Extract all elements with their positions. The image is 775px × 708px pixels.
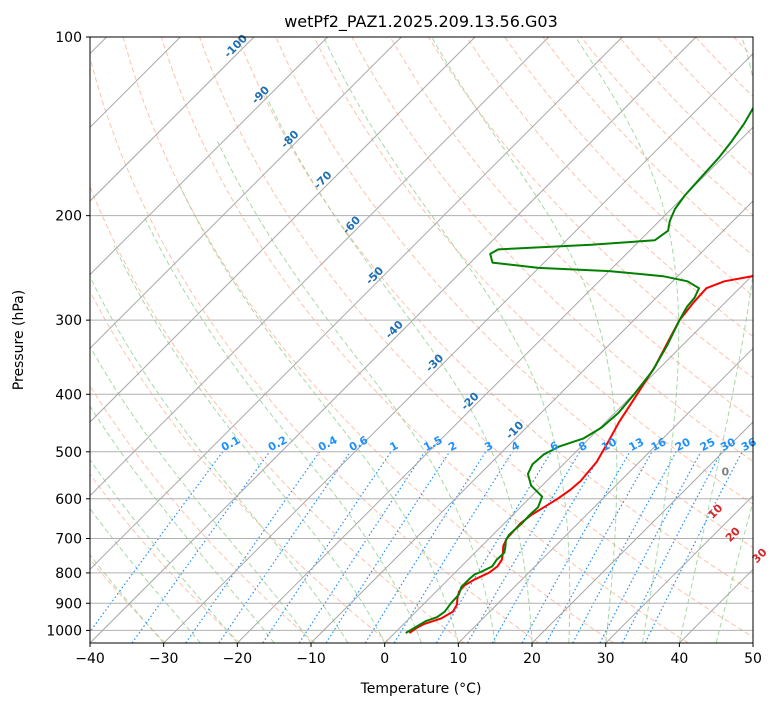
mixing-ratio-line bbox=[644, 451, 743, 643]
x-tick-label: 30 bbox=[597, 651, 615, 667]
x-tick-label: 10 bbox=[449, 651, 467, 667]
dry-adiabat bbox=[275, 37, 753, 549]
isotherm bbox=[531, 421, 753, 643]
dry-adiabat bbox=[160, 37, 689, 643]
mixing-ratio-line bbox=[131, 451, 271, 643]
x-tick-label: −20 bbox=[223, 651, 253, 667]
moist-adiabat bbox=[678, 37, 753, 643]
y-tick-label: 1000 bbox=[46, 623, 82, 639]
isotherm bbox=[90, 37, 623, 571]
y-tick-label: 600 bbox=[55, 492, 82, 508]
y-tick-label: 400 bbox=[55, 387, 82, 403]
chart-title: wetPf2_PAZ1.2025.209.13.56.G03 bbox=[284, 12, 558, 32]
x-tick-label: −30 bbox=[149, 651, 179, 667]
isotherm bbox=[458, 347, 753, 643]
moist-adiabat bbox=[575, 37, 680, 643]
mixing-ratio-line bbox=[298, 451, 426, 643]
isotherm bbox=[90, 37, 550, 497]
plot-area bbox=[90, 37, 753, 643]
isotherm bbox=[90, 37, 697, 643]
dry-adiabat bbox=[90, 384, 316, 643]
mixing-ratio-line bbox=[218, 451, 351, 643]
mixing-ratio-label: 20 bbox=[673, 435, 693, 454]
sounding-profiles bbox=[405, 106, 753, 634]
isotherm bbox=[90, 37, 328, 276]
mixing-ratio-line bbox=[325, 451, 451, 643]
x-tick-label: −40 bbox=[75, 651, 105, 667]
dry-adiabat bbox=[90, 558, 166, 643]
moist-adiabat bbox=[90, 275, 349, 643]
moist-adiabat bbox=[177, 180, 459, 643]
mixing-ratio-line bbox=[262, 451, 392, 643]
mixing-ratio-line bbox=[599, 451, 702, 643]
dewpoint-profile bbox=[405, 106, 753, 634]
mixing-ratio-label: 25 bbox=[698, 435, 718, 454]
y-tick-label: 900 bbox=[55, 596, 82, 612]
mixing-ratio-line bbox=[185, 451, 321, 643]
moist-adiabat-label: 40 bbox=[773, 577, 775, 597]
mixing-ratio-line bbox=[90, 451, 224, 633]
x-axis-title: Temperature (°C) bbox=[360, 681, 482, 697]
mixing-ratio-label: 10 bbox=[599, 435, 619, 454]
moist-adiabat bbox=[265, 94, 533, 643]
mixing-ratio-line bbox=[364, 451, 487, 643]
moist-adiabats bbox=[90, 37, 753, 643]
mixing-ratio-label: 30 bbox=[718, 435, 738, 454]
y-tick-label: 100 bbox=[55, 30, 82, 46]
y-tick-label: 500 bbox=[55, 445, 82, 461]
moist-adiabat bbox=[143, 215, 422, 643]
plot-frame bbox=[89, 36, 754, 644]
dry-adiabat bbox=[122, 37, 614, 643]
isotherm bbox=[384, 273, 753, 643]
mixing-ratio-line bbox=[545, 451, 653, 643]
x-tick-label: 20 bbox=[523, 651, 541, 667]
mixing-ratio-label: 36 bbox=[739, 435, 759, 454]
dry-adiabat bbox=[351, 37, 753, 463]
mixing-ratio-lines bbox=[90, 451, 743, 643]
moist-adiabat bbox=[323, 37, 571, 643]
moist-adiabat bbox=[113, 245, 386, 643]
moist-adiabat bbox=[90, 405, 275, 643]
isotherm bbox=[605, 494, 753, 643]
dry-adiabat bbox=[90, 55, 540, 643]
pressure-gridlines bbox=[90, 37, 753, 631]
dry-adiabats bbox=[90, 37, 753, 643]
mixing-ratio-line bbox=[521, 451, 631, 643]
dry-adiabat bbox=[90, 290, 390, 643]
y-axis-ticks: 100 200 300 400 500 600 700 800 900 1000 bbox=[46, 30, 90, 639]
dry-adiabat-label: 0 bbox=[722, 466, 730, 479]
mixing-ratio-label: 16 bbox=[649, 435, 669, 454]
isotherm bbox=[310, 200, 753, 643]
x-tick-label: −10 bbox=[296, 651, 326, 667]
moist-adiabat bbox=[431, 37, 618, 643]
y-axis-title: Pressure (hPa) bbox=[11, 290, 27, 390]
x-tick-label: 40 bbox=[670, 651, 688, 667]
mixing-ratio-line bbox=[572, 451, 677, 643]
y-tick-label: 700 bbox=[55, 532, 82, 548]
x-tick-label: 0 bbox=[380, 651, 389, 667]
y-tick-label: 200 bbox=[55, 209, 82, 225]
dry-adiabat bbox=[504, 37, 753, 297]
x-axis-ticks: −40 −30 −20 −10 0 10 20 30 40 50 bbox=[75, 643, 762, 667]
dry-adiabat bbox=[427, 37, 753, 379]
moist-adiabat bbox=[90, 458, 238, 643]
x-tick-label: 50 bbox=[744, 651, 762, 667]
mixing-ratio-label: 13 bbox=[627, 435, 647, 454]
isotherm bbox=[163, 52, 753, 643]
isotherm bbox=[90, 37, 402, 350]
isotherms bbox=[90, 37, 753, 643]
dry-adiabat bbox=[237, 37, 753, 593]
dry-adiabat bbox=[90, 473, 241, 643]
y-tick-label: 300 bbox=[55, 313, 82, 329]
mixing-ratio-line bbox=[435, 451, 552, 643]
moist-adiabat bbox=[90, 345, 312, 643]
isotherm bbox=[90, 37, 255, 202]
dry-adiabat bbox=[90, 185, 465, 643]
isotherm bbox=[236, 126, 753, 643]
isotherm bbox=[90, 37, 476, 423]
dry-adiabat bbox=[199, 37, 753, 638]
moist-adiabat bbox=[715, 500, 753, 643]
y-tick-label: 800 bbox=[55, 566, 82, 582]
